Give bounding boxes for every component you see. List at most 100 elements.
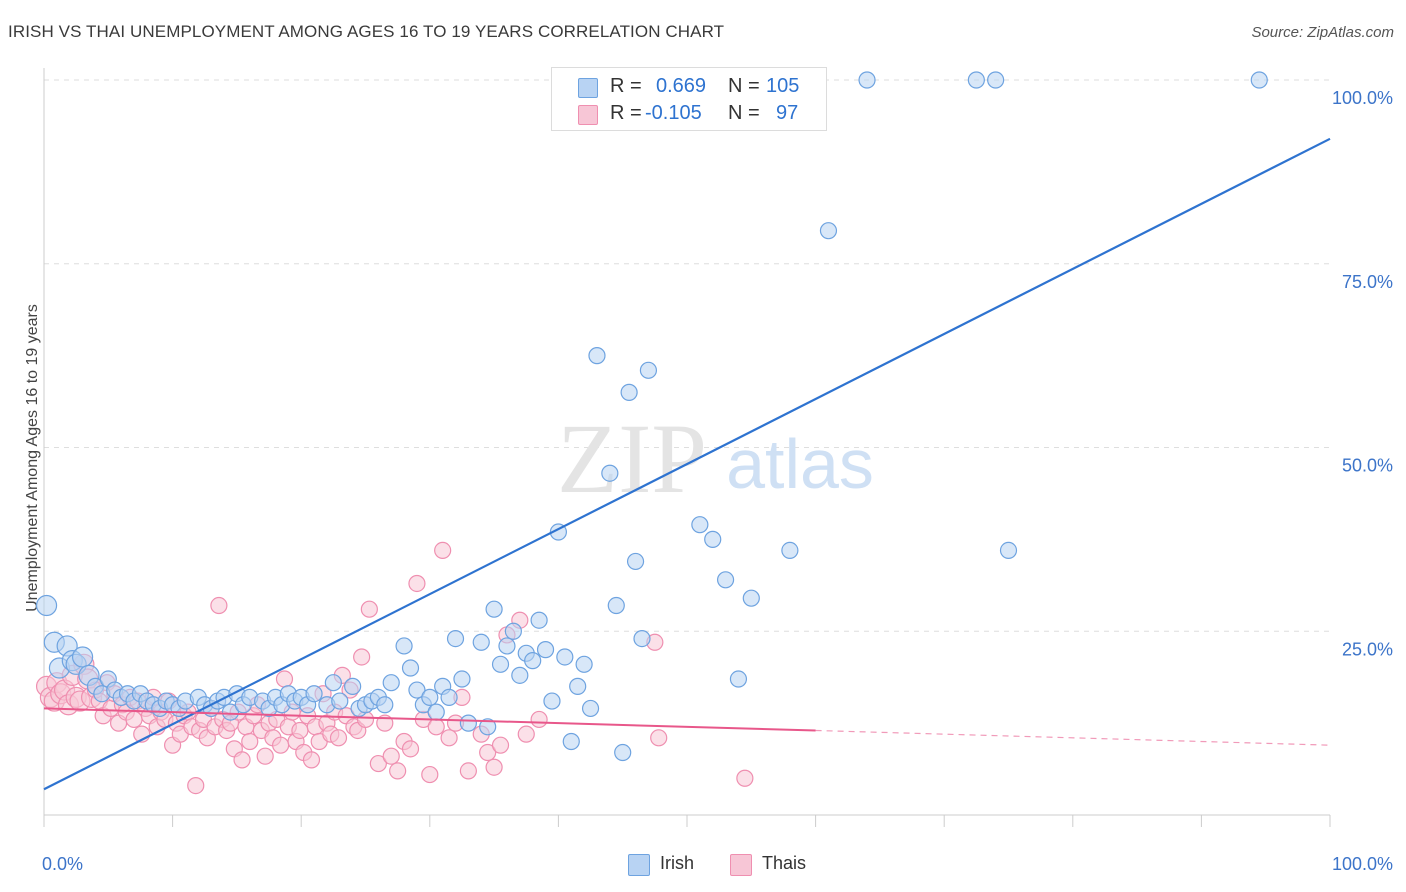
irish-point-75 <box>556 648 574 666</box>
irish-point-72 <box>536 641 555 659</box>
thai-point-84 <box>360 600 378 618</box>
irish-point-93 <box>729 670 748 688</box>
thai-point-51 <box>233 751 251 769</box>
irish-point-58 <box>440 688 458 707</box>
thai-point-82 <box>353 648 371 666</box>
thai-point-93 <box>421 765 439 784</box>
irish-point-42 <box>324 674 342 692</box>
thai-point-85 <box>369 754 387 773</box>
thai-n-label: N = <box>728 102 760 124</box>
irish-r-value: 0.669 <box>656 75 707 97</box>
irish-point-90 <box>691 516 709 534</box>
thai-trend-line <box>43 707 816 732</box>
legend-row-irish: R = 0.669 N = 105 <box>552 72 826 102</box>
irish-point-79 <box>581 699 600 718</box>
irish-point-55 <box>421 688 439 707</box>
y-tick-label-2: 75.0% <box>1342 272 1393 292</box>
irish-point-82 <box>607 596 625 615</box>
irish-point-76 <box>562 732 580 751</box>
irish-point-70 <box>524 652 542 670</box>
thai-point-102 <box>485 758 503 776</box>
irish-point-91 <box>704 530 722 548</box>
irish-point-6 <box>71 646 94 668</box>
irish-point-62 <box>472 633 490 651</box>
irish-point-59 <box>446 629 465 648</box>
thai-n-value: 97 <box>776 102 799 124</box>
thai-point-66 <box>291 721 309 740</box>
irish-point-97 <box>781 541 799 560</box>
irish-n-label: N = <box>728 75 760 97</box>
irish-point-40 <box>305 685 323 703</box>
irish-point-63 <box>479 718 497 736</box>
irish-point-100 <box>967 71 985 89</box>
thai-point-39 <box>187 776 205 795</box>
irish-point-64 <box>485 600 503 618</box>
irish-point-98 <box>819 222 838 240</box>
thai-point-69 <box>302 751 321 769</box>
irish-r-label: R = <box>610 75 642 97</box>
tick-labels: 25.0% 50.0% 75.0% 100.0% 0.0% 100.0% <box>42 88 1393 874</box>
irish-swatch <box>578 78 598 98</box>
thai-point-103 <box>491 736 510 754</box>
legend-row-thai: R = -0.105 N = 97 <box>552 99 826 129</box>
irish-legend-label: Irish <box>660 853 695 873</box>
thai-legend-label: Thais <box>762 853 807 873</box>
irish-point-86 <box>633 629 651 648</box>
thai-point-88 <box>389 762 407 780</box>
y-tick-label-0: 25.0% <box>1342 639 1393 659</box>
stats-legend: R = 0.669 N = 105 R = -0.105 N = 97 <box>551 67 827 131</box>
source-credit: Source: ZipAtlas.com <box>1251 24 1394 41</box>
irish-point-78 <box>575 655 593 673</box>
thai-point-90 <box>401 740 420 758</box>
thai-point-95 <box>434 541 452 560</box>
irish-trend-line <box>43 137 1331 791</box>
irish-point-51 <box>395 637 413 655</box>
thai-legend-swatch <box>730 854 752 876</box>
irish-point-102 <box>999 541 1018 560</box>
grid-lines <box>44 79 1330 632</box>
thai-points <box>35 541 754 795</box>
irish-point-60 <box>453 670 471 688</box>
irish-point-83 <box>614 743 632 762</box>
thai-point-94 <box>427 718 445 736</box>
irish-legend-swatch <box>628 854 650 876</box>
trend-lines <box>43 137 1331 791</box>
y-tick-label-1: 50.0% <box>1342 456 1393 476</box>
irish-point-99 <box>858 71 876 89</box>
thai-point-96 <box>440 729 458 747</box>
x-tick-label-0: 0.0% <box>42 854 83 874</box>
irish-point-81 <box>601 464 619 482</box>
irish-point-66 <box>498 637 516 655</box>
irish-point-49 <box>376 696 394 714</box>
thai-r-label: R = <box>610 102 642 124</box>
thai-point-99 <box>459 762 477 780</box>
thai-r-value: -0.105 <box>645 102 702 124</box>
thai-point-110 <box>736 769 754 787</box>
irish-point-0 <box>35 594 58 617</box>
irish-point-87 <box>639 361 658 379</box>
irish-point-84 <box>620 383 638 401</box>
thai-point-106 <box>517 725 535 743</box>
series-legend: Irish Thais <box>0 852 1406 876</box>
irish-point-44 <box>344 677 362 695</box>
irish-point-94 <box>742 589 760 607</box>
irish-point-65 <box>491 655 510 673</box>
irish-point-92 <box>716 571 735 589</box>
irish-point-52 <box>401 659 420 677</box>
thai-point-45 <box>210 596 228 615</box>
irish-point-103 <box>1250 71 1268 89</box>
irish-point-61 <box>459 714 477 732</box>
thai-point-76 <box>329 729 348 747</box>
thai-point-109 <box>650 729 668 747</box>
irish-point-68 <box>511 666 529 684</box>
irish-point-50 <box>382 674 400 692</box>
irish-point-56 <box>427 703 445 721</box>
thai-point-53 <box>241 732 259 751</box>
irish-point-77 <box>569 677 587 695</box>
thai-point-62 <box>275 670 294 688</box>
chart-title: IRISH VS THAI UNEMPLOYMENT AMONG AGES 16… <box>8 22 725 41</box>
irish-point-85 <box>626 552 645 571</box>
thai-point-57 <box>256 747 274 765</box>
irish-point-80 <box>588 347 606 365</box>
